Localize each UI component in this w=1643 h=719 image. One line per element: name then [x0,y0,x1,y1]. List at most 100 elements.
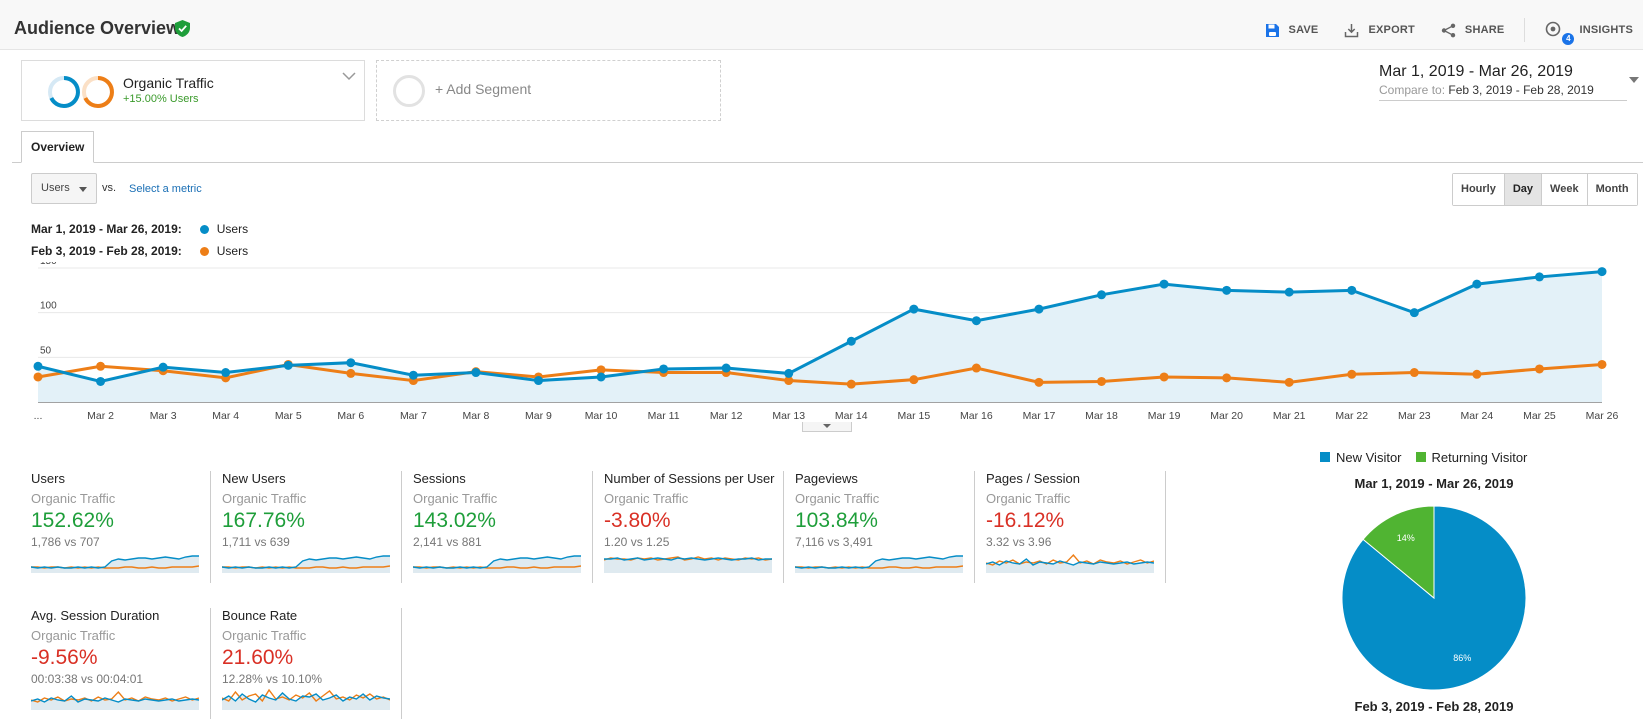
data-point-current[interactable] [971,316,981,326]
scorecard[interactable]: Users Organic Traffic 152.62% 1,786 vs 707 [31,471,211,583]
segment-organic-traffic[interactable]: Organic Traffic +15.00% Users [21,60,365,121]
scorecard[interactable]: Pages / Session Organic Traffic -16.12% 3.3… [986,471,1166,583]
sparkline-area [795,556,963,573]
scorecard-compare: 1,786 vs 707 [31,535,100,549]
data-point-current[interactable] [96,376,106,386]
scorecard-change: -3.80% [604,509,671,532]
scorecard-sparkline [795,555,963,573]
data-point-current[interactable] [33,361,43,371]
data-point-previous[interactable] [1034,377,1044,387]
scorecard-change: -9.56% [31,646,98,669]
x-tick-label: Mar 15 [897,410,930,422]
chevron-down-icon[interactable] [342,71,356,81]
data-point-current[interactable] [1284,287,1294,297]
data-point-current[interactable] [1534,272,1544,282]
scorecard-segment: Organic Traffic [413,491,498,506]
scorecard-compare: 12.28% vs 10.10% [222,672,323,686]
data-point-current[interactable] [1347,285,1357,295]
scorecard[interactable]: Bounce Rate Organic Traffic 21.60% 12.28% v… [222,608,402,719]
data-point-current[interactable] [1034,304,1044,314]
data-point-current[interactable] [1222,285,1232,295]
data-point-current[interactable] [283,360,293,370]
visitor-type-pie-chart[interactable]: 86% 14% [1339,503,1529,693]
scorecard[interactable]: Number of Sessions per User Organic Traff… [604,471,784,583]
scorecard[interactable]: New Users Organic Traffic 167.76% 1,711 vs … [222,471,402,583]
users-line-chart[interactable]: 50 100 150... Mar 2 Mar 3 Mar 4 Mar 5 Mar 6 Mar … [0,262,1643,422]
data-point-current[interactable] [1159,279,1169,289]
granularity-day-button[interactable]: Day [1504,174,1543,205]
page-title: Audience Overview [14,18,181,38]
chart-collapse-handle[interactable] [802,422,852,432]
share-button[interactable]: SHARE [1441,23,1505,38]
scorecard[interactable]: Avg. Session Duration Organic Traffic -9.5… [31,608,211,719]
x-tick-label: Mar 10 [585,410,618,422]
legend-returning-visitor[interactable]: Returning Visitor [1431,450,1528,465]
data-point-current[interactable] [221,368,231,378]
data-point-current[interactable] [533,376,543,386]
verified-shield-icon [175,20,190,37]
chart-legend-previous: Feb 3, 2019 - Feb 28, 2019: Users [31,244,248,258]
scorecard[interactable]: Sessions Organic Traffic 143.02% 2,141 vs 8… [413,471,593,583]
data-point-current[interactable] [346,358,356,368]
x-tick-label: Mar 18 [1085,410,1118,422]
x-tick-label: Mar 26 [1586,410,1619,422]
data-point-previous[interactable] [96,361,106,371]
data-point-current[interactable] [721,363,731,373]
data-point-previous[interactable] [1347,369,1357,379]
data-point-current[interactable] [659,364,669,374]
data-point-current[interactable] [846,336,856,346]
add-segment-button[interactable]: + Add Segment [376,60,721,121]
data-point-previous[interactable] [1409,368,1419,378]
sparkline-current [413,555,581,569]
data-point-current[interactable] [1597,267,1607,277]
data-point-current[interactable] [408,370,418,380]
insights-badge: 4 [1562,32,1575,45]
x-tick-label: Mar 13 [772,410,805,422]
scorecard-segment: Organic Traffic [222,491,307,506]
caret-down-icon [1629,77,1639,83]
data-point-current[interactable] [596,372,606,382]
data-point-previous[interactable] [784,376,794,386]
scorecard-sparkline [222,555,390,573]
data-point-previous[interactable] [971,363,981,373]
data-point-current[interactable] [1472,279,1482,289]
granularity-month-button[interactable]: Month [1587,174,1637,205]
data-point-current[interactable] [784,368,794,378]
x-tick-label: Mar 22 [1335,410,1368,422]
scorecard-change: 21.60% [222,646,294,669]
data-point-current[interactable] [1409,308,1419,318]
data-point-previous[interactable] [1534,364,1544,374]
pie-slice[interactable] [1362,505,1435,600]
report-actions: SAVE EXPORT SHARE 4 INSIGHTS [1239,18,1633,45]
data-point-current[interactable] [1097,290,1107,300]
pie-slice[interactable] [1341,505,1527,691]
data-point-previous[interactable] [846,379,856,389]
insights-button[interactable]: 4 INSIGHTS [1545,21,1633,45]
data-point-previous[interactable] [596,365,606,375]
data-point-previous[interactable] [1097,376,1107,386]
data-point-current[interactable] [471,368,481,378]
save-button[interactable]: SAVE [1265,23,1319,38]
x-tick-label: Mar 3 [150,410,177,422]
data-point-previous[interactable] [1472,369,1482,379]
scorecard[interactable]: Pageviews Organic Traffic 103.84% 7,116 vs … [795,471,975,583]
data-point-previous[interactable] [1597,359,1607,369]
scorecard-change: -16.12% [986,509,1065,532]
metric-dropdown[interactable]: Users [31,173,97,204]
export-button[interactable]: EXPORT [1344,23,1415,38]
granularity-hourly-button[interactable]: Hourly [1453,174,1505,205]
data-point-current[interactable] [158,362,168,372]
granularity-week-button[interactable]: Week [1542,174,1588,205]
data-point-previous[interactable] [909,375,919,385]
data-point-previous[interactable] [1222,373,1232,383]
date-range-picker[interactable]: Mar 1, 2019 - Mar 26, 2019 Compare to: F… [1379,63,1639,101]
tab-overview[interactable]: Overview [21,131,95,163]
select-metric-link[interactable]: Select a metric [129,183,202,195]
data-point-previous[interactable] [1284,377,1294,387]
data-point-current[interactable] [909,304,919,314]
segment-subtitle: +15.00% Users [123,93,199,105]
data-point-previous[interactable] [346,368,356,378]
data-point-previous[interactable] [1159,372,1169,382]
data-point-previous[interactable] [33,372,43,382]
legend-new-visitor[interactable]: New Visitor [1336,450,1402,465]
